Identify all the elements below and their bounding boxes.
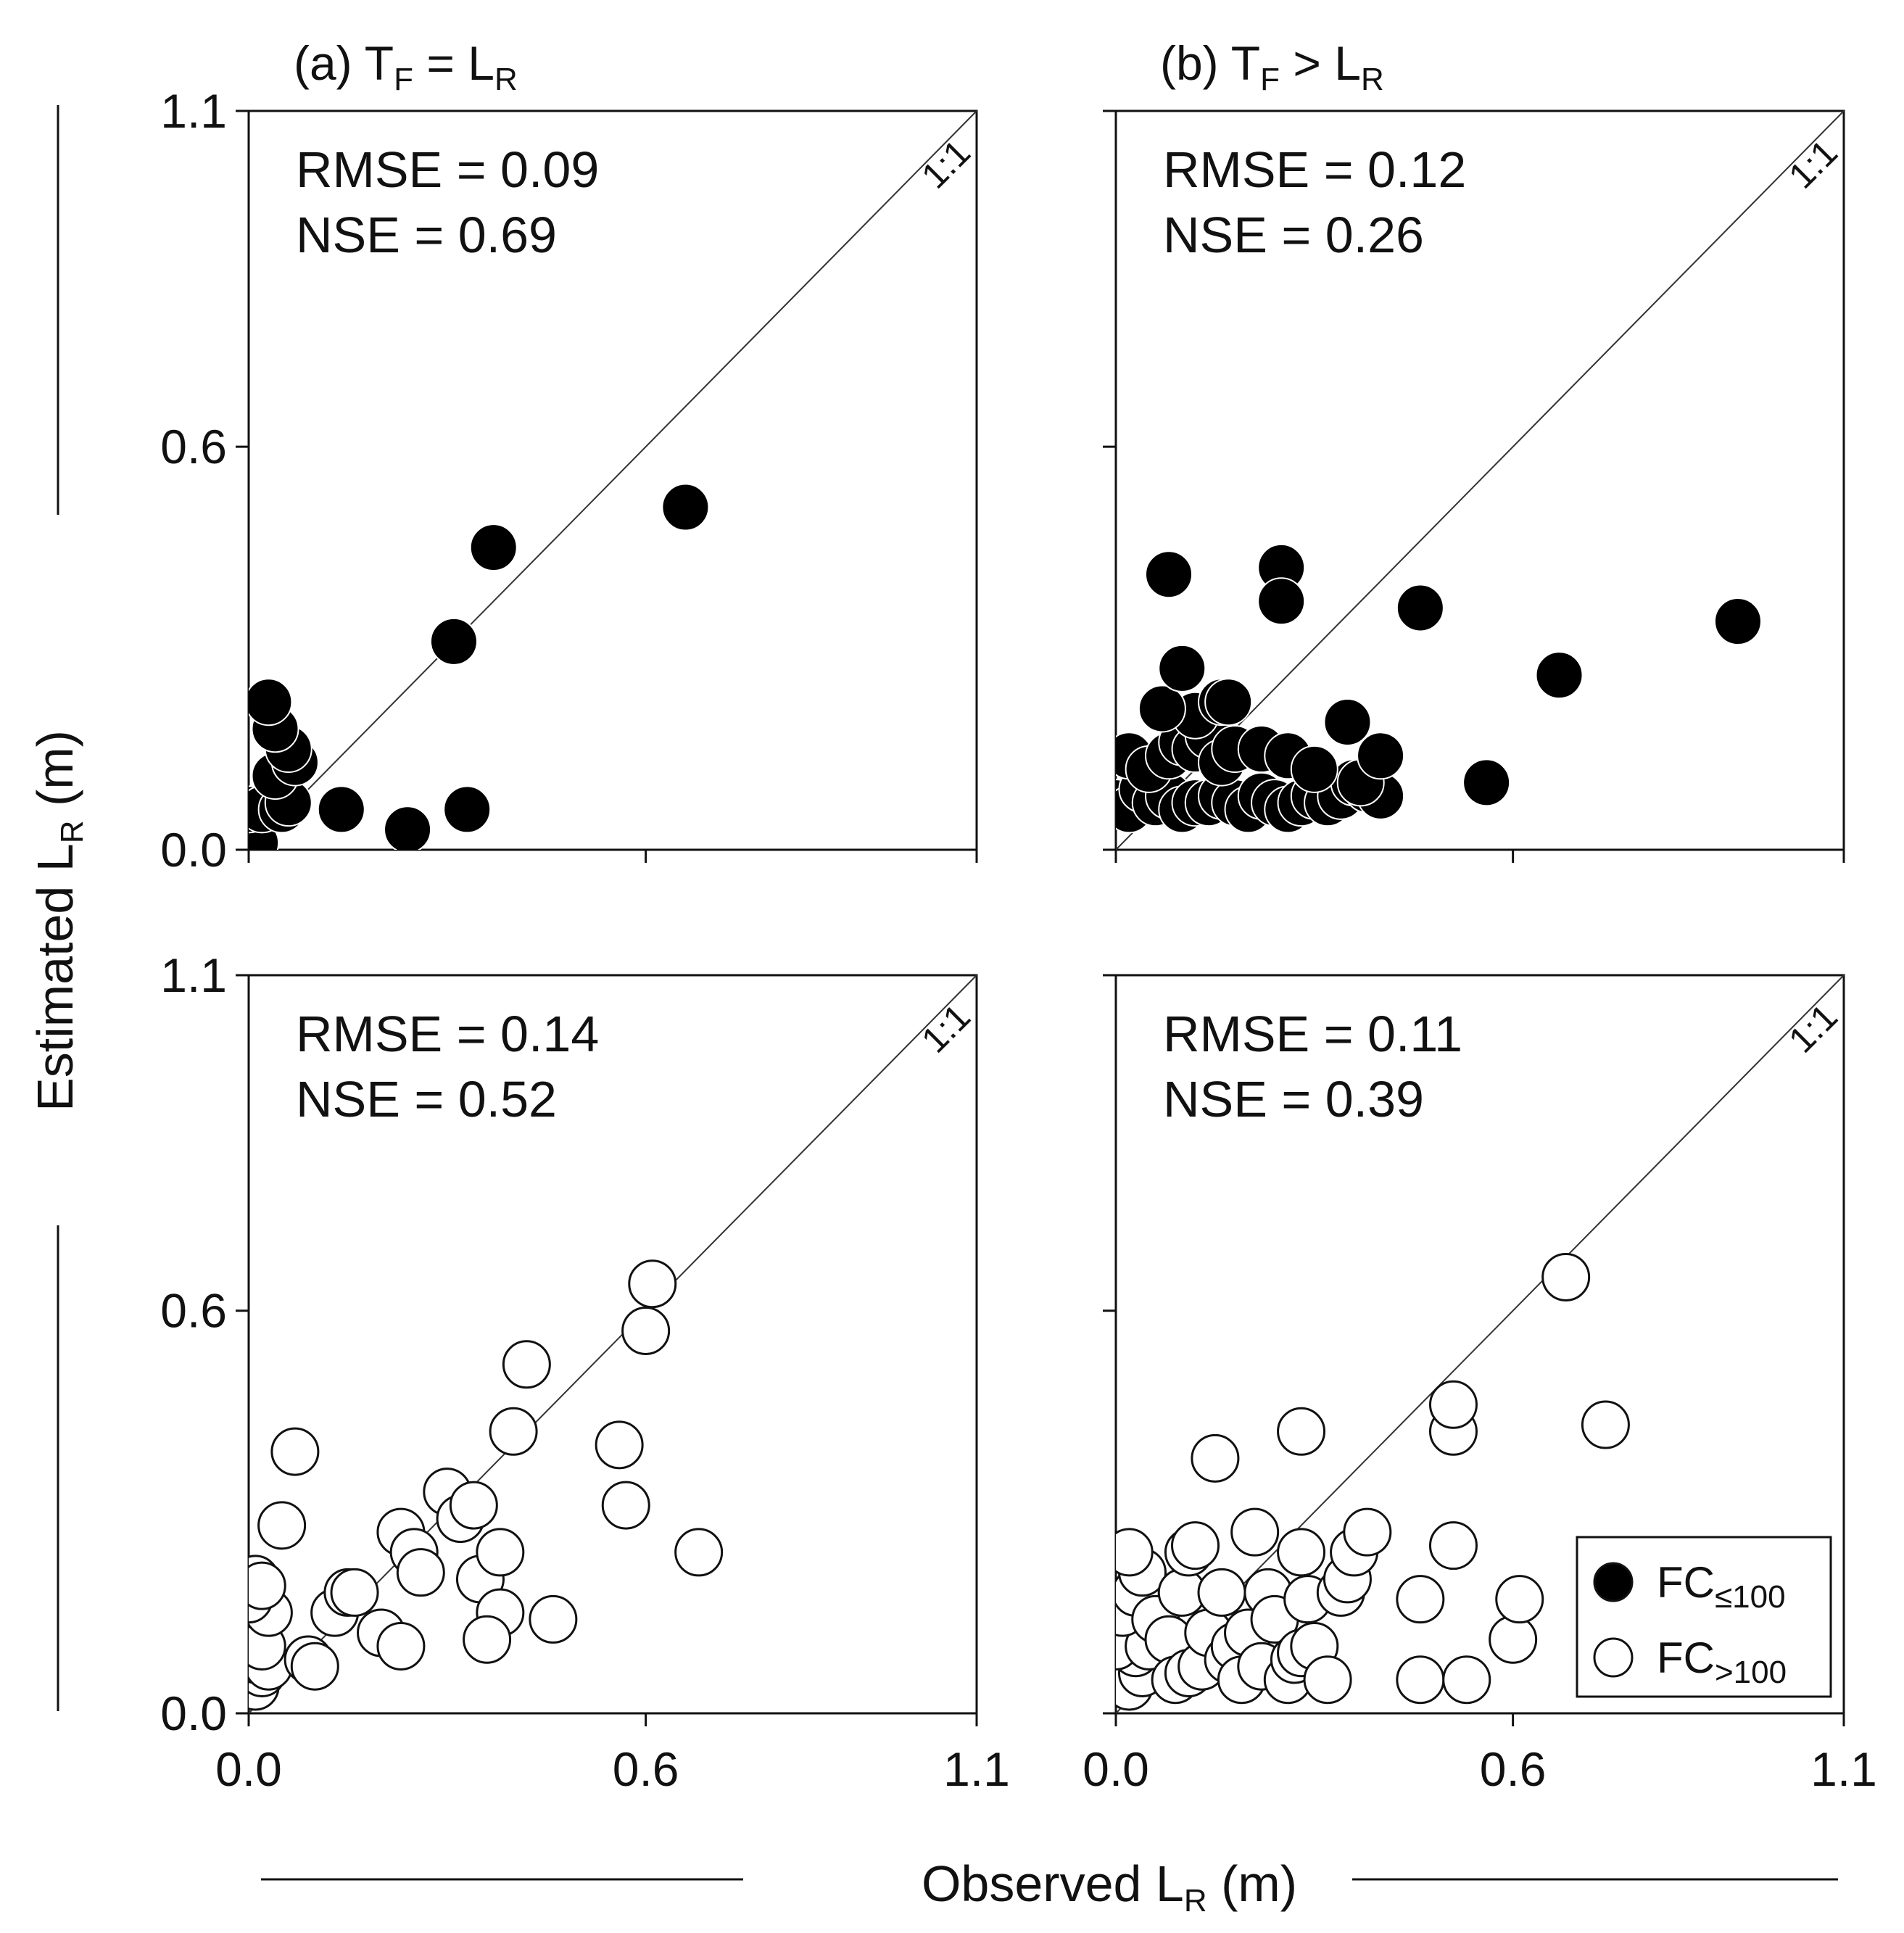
data-point-filled: [1158, 644, 1206, 692]
data-point-open: [463, 1615, 512, 1664]
x-tick-label: 0.6: [613, 1742, 679, 1796]
data-point-open: [330, 1568, 379, 1617]
data-point-open: [1197, 1568, 1246, 1617]
data-point-filled: [1713, 597, 1762, 646]
x-tick-label: 1.1: [1810, 1742, 1877, 1796]
data-point-open: [1171, 1521, 1220, 1570]
legend: FC≤100 FC>100: [1576, 1536, 1832, 1698]
y-axis-title: Estimated LR (m): [27, 730, 90, 1112]
stat-text: RMSE = 0.14: [296, 1006, 599, 1062]
markers: [1116, 1252, 1630, 1711]
data-point-filled: [317, 785, 365, 834]
data-point-open: [449, 1481, 498, 1530]
data-point-open: [1428, 1521, 1478, 1570]
data-point-open: [476, 1528, 525, 1577]
stat-text: NSE = 0.52: [296, 1071, 557, 1127]
legend-label-open: FC>100: [1657, 1634, 1787, 1690]
data-point-open: [257, 1501, 307, 1550]
data-point-open: [601, 1481, 650, 1530]
data-point-open: [502, 1340, 551, 1389]
data-point-filled: [249, 678, 293, 727]
data-point-filled: [1204, 678, 1253, 727]
panel-title-b: (b) TF > LR: [1160, 36, 1384, 97]
stat-text: NSE = 0.69: [296, 207, 557, 263]
data-point-filled: [1462, 758, 1511, 807]
stat-text: RMSE = 0.09: [296, 141, 599, 198]
data-point-open: [290, 1642, 339, 1691]
data-point-filled: [384, 806, 432, 850]
y-tick-label: 1.1: [160, 948, 227, 1002]
x-axis-title: Observed LR (m): [922, 1855, 1297, 1918]
data-point-open: [1489, 1615, 1538, 1664]
data-point-open: [1541, 1252, 1591, 1301]
data-point-open: [621, 1306, 671, 1355]
y-tick-label: 0.0: [160, 1686, 227, 1740]
data-point-filled: [443, 785, 492, 834]
data-point-filled: [1145, 550, 1193, 599]
x-tick-label: 1.1: [943, 1742, 1010, 1796]
legend-label-filled: FC≤100: [1657, 1558, 1786, 1615]
data-point-open: [1116, 1528, 1154, 1577]
data-point-open: [1343, 1507, 1392, 1557]
data-point-filled: [429, 617, 478, 666]
markers: [249, 483, 710, 850]
x-tick-label: 0.6: [1480, 1742, 1547, 1796]
data-point-open: [1396, 1575, 1445, 1624]
y-tick-label: 0.0: [160, 823, 227, 877]
one-to-one-line: [248, 110, 977, 850]
y-tick-label: 0.6: [160, 420, 227, 473]
data-point-filled: [1138, 684, 1186, 733]
data-point-open: [1230, 1507, 1280, 1557]
legend-marker-filled: [1593, 1562, 1634, 1602]
y-tick-label: 1.1: [160, 84, 227, 138]
y-axis-title-group: Estimated LR (m): [27, 730, 90, 1112]
stat-text: NSE = 0.39: [1163, 1071, 1424, 1127]
data-point-filled: [1535, 651, 1584, 700]
data-point-open: [1277, 1407, 1326, 1456]
legend-marker-open: [1593, 1637, 1634, 1678]
y-tick-label: 0.6: [160, 1284, 227, 1338]
data-point-filled: [661, 483, 710, 531]
data-point-filled: [1357, 732, 1405, 780]
data-point-filled: [1323, 698, 1372, 746]
panel-title-a: (a) TF = LR: [294, 36, 518, 97]
data-point-open: [1442, 1655, 1491, 1705]
data-point-filled: [1290, 745, 1338, 793]
data-point-open: [270, 1427, 320, 1476]
data-point-filled: [469, 523, 518, 572]
data-point-open: [628, 1259, 677, 1309]
x-tick-label: 0.0: [1083, 1742, 1149, 1796]
data-point-open: [1396, 1655, 1445, 1705]
markers: [249, 1259, 724, 1711]
stat-text: NSE = 0.26: [1163, 207, 1424, 263]
x-tick-label: 0.0: [215, 1742, 282, 1796]
data-point-open: [1428, 1380, 1478, 1429]
data-point-open: [529, 1594, 578, 1644]
data-point-filled: [1257, 577, 1306, 626]
data-point-open: [1581, 1400, 1630, 1449]
stat-text: RMSE = 0.12: [1163, 141, 1466, 198]
data-point-open: [1495, 1575, 1544, 1624]
stat-text: RMSE = 0.11: [1163, 1006, 1462, 1062]
data-point-open: [674, 1528, 724, 1577]
data-point-open: [376, 1621, 426, 1671]
data-point-open: [1191, 1433, 1240, 1483]
data-point-open: [249, 1561, 286, 1610]
data-point-open: [595, 1420, 644, 1470]
data-point-open: [396, 1548, 445, 1597]
markers: [1116, 543, 1762, 834]
data-point-open: [1303, 1655, 1352, 1705]
data-point-open: [1277, 1528, 1326, 1577]
data-point-filled: [1396, 584, 1444, 632]
data-point-open: [489, 1407, 538, 1456]
